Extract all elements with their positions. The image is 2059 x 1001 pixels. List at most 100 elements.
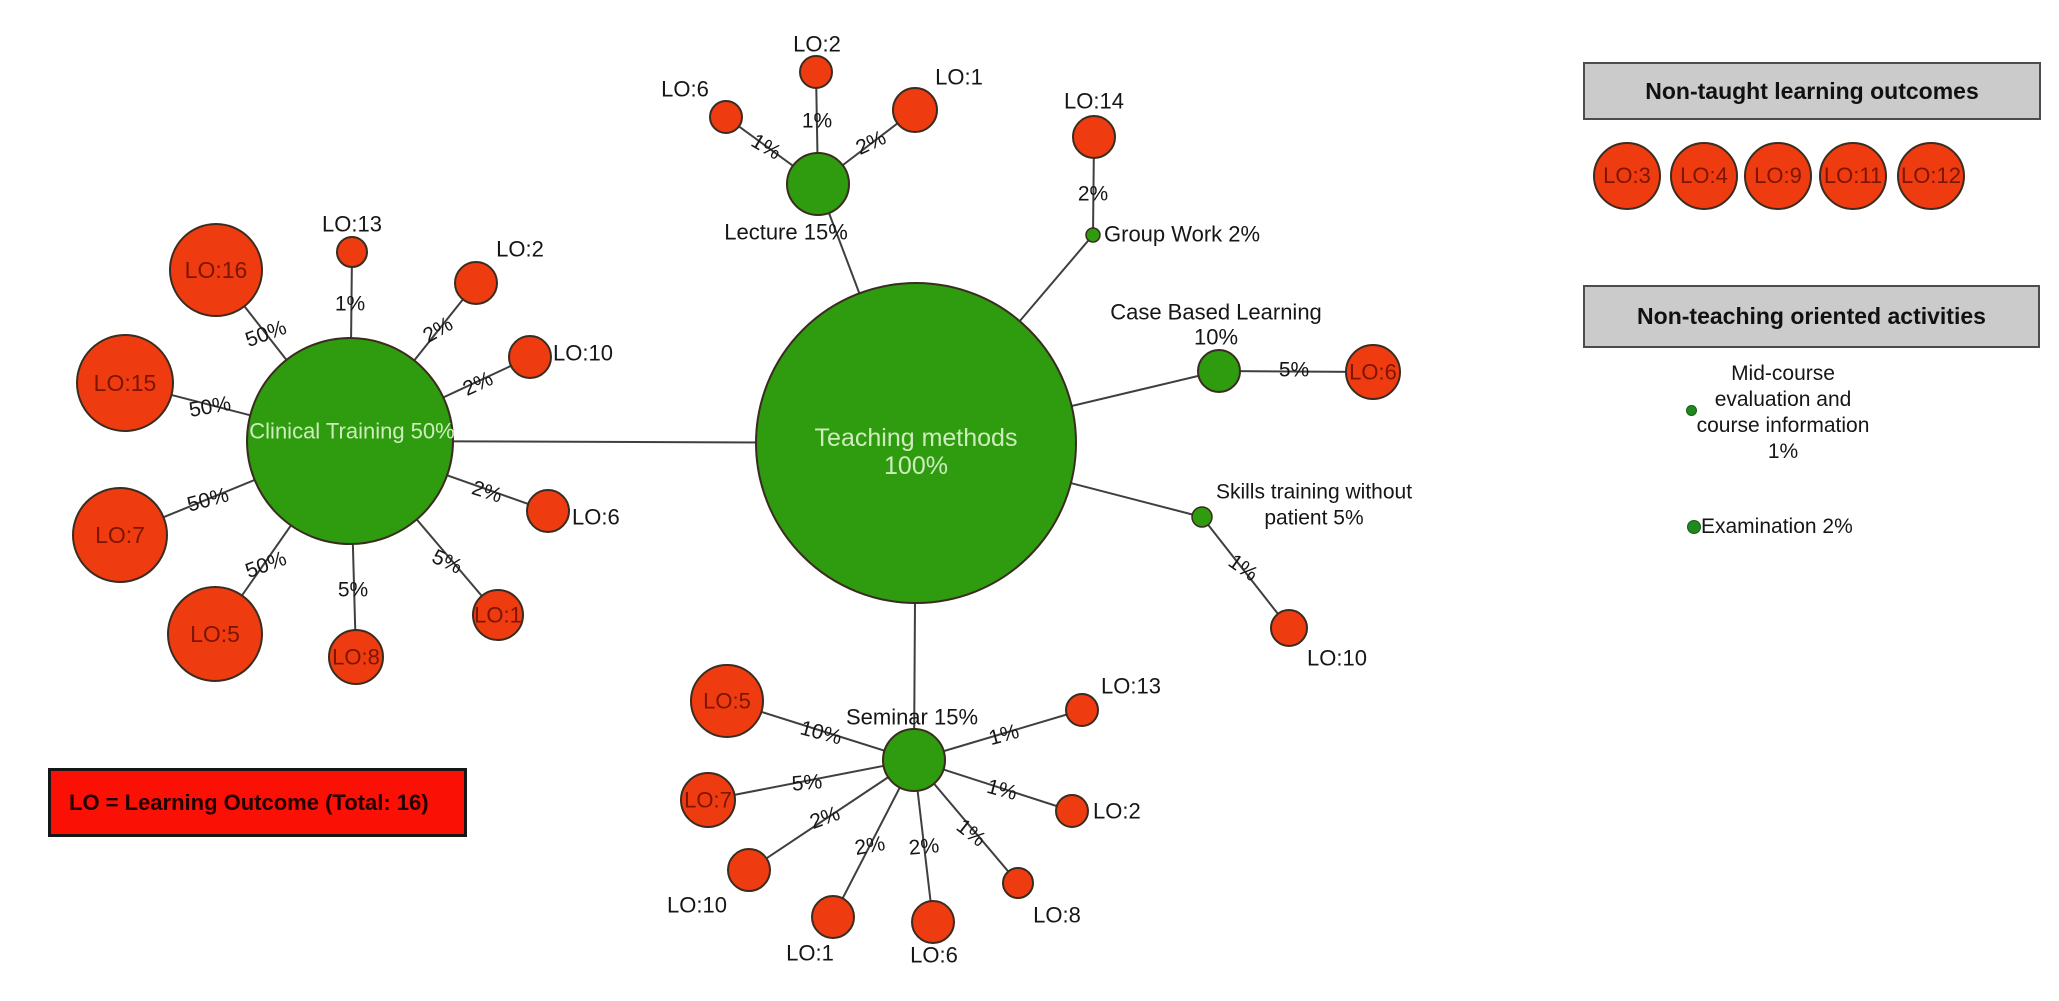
- label-sem-lo7: LO:7: [684, 788, 732, 813]
- node-clin-lo8: [328, 629, 384, 685]
- node-sem-lo13: [1065, 693, 1099, 727]
- edge-label-clin-lo7: 50%: [185, 483, 232, 516]
- label-sem-lo13: LO:13: [1101, 674, 1161, 699]
- label-clin-lo8: LO:8: [332, 645, 380, 670]
- node-skill-lo10: [1270, 609, 1308, 647]
- label-sem-lo10: LO:10: [667, 893, 727, 918]
- edge-label-clin-lo2: 2%: [419, 312, 457, 347]
- node-lect-lo6: [709, 100, 743, 134]
- edge-sem-lo10--seminar: [748, 759, 915, 871]
- label-lect-lo1: LO:1: [935, 65, 983, 90]
- non-taught-panel-title: Non-taught learning outcomes: [1645, 77, 1979, 104]
- node-clin-lo15: [76, 334, 174, 432]
- label-skill-lo10: LO:10: [1307, 646, 1367, 671]
- label-teaching-methods: Teaching methods: [815, 424, 1018, 452]
- examination-dot: [1687, 520, 1701, 534]
- label-lecture: Lecture 15%: [724, 220, 848, 245]
- node-sem-lo10: [727, 848, 771, 892]
- label-clin-lo7: LO:7: [95, 522, 145, 548]
- edge-sem-lo7--seminar: [707, 759, 915, 801]
- label-clin-lo15: LO:15: [94, 370, 157, 396]
- label-clin-lo10: LO:10: [553, 341, 613, 366]
- label-lect-lo6: LO:6: [661, 77, 709, 102]
- label-lect-lo2: LO:2: [793, 32, 841, 57]
- non-taught-lo-label: LO:11: [1823, 163, 1883, 188]
- label-sem-lo5: LO:5: [703, 689, 751, 714]
- non-taught-lo-label: LO:9: [1754, 163, 1802, 188]
- non-taught-lo-circle: LO:4: [1670, 142, 1738, 210]
- label-case-based-learning: 10%: [1194, 325, 1238, 350]
- node-sem-lo2: [1055, 794, 1089, 828]
- node-sem-lo1: [811, 895, 855, 939]
- non-taught-lo-label: LO:3: [1603, 163, 1651, 188]
- non-taught-panel-header: Non-taught learning outcomes: [1583, 62, 2041, 120]
- non-taught-lo-label: LO:4: [1680, 163, 1728, 188]
- edge-label-clin-lo1: 5%: [428, 545, 465, 579]
- label-sem-lo8: LO:8: [1033, 903, 1081, 928]
- label-clin-lo2: LO:2: [496, 237, 544, 262]
- non-taught-lo-circle: LO:9: [1744, 142, 1812, 210]
- label-clinical-training: Clinical Training 50%: [249, 419, 454, 444]
- label-skills-training: Skills training without: [1216, 481, 1412, 504]
- edge-label-case-lo6: 5%: [1279, 359, 1309, 382]
- edge-label-grp-lo14: 2%: [1078, 183, 1108, 206]
- edge-label-clin-lo6: 2%: [469, 476, 505, 507]
- edge-label-lect-lo2: 1%: [802, 110, 832, 133]
- mid-course-activity-label: Mid-course evaluation and course informa…: [1696, 362, 1870, 463]
- edge-label-sem-lo7: 5%: [791, 770, 823, 796]
- label-skills-training: patient 5%: [1264, 507, 1363, 530]
- edge-label-clin-lo8: 5%: [338, 579, 368, 602]
- node-clin-lo10: [508, 335, 552, 379]
- node-clin-lo1: [472, 589, 524, 641]
- edge-label-clin-lo16: 50%: [242, 316, 289, 352]
- node-sem-lo5: [690, 664, 764, 738]
- node-sem-lo7: [680, 772, 736, 828]
- edge-label-skill-lo10: 1%: [1224, 550, 1262, 586]
- node-clin-lo5: [167, 586, 263, 682]
- label-clin-lo1: LO:1: [474, 603, 522, 628]
- node-sem-lo8: [1002, 867, 1034, 899]
- examination-activity-label: Examination 2%: [1701, 515, 1853, 538]
- node-grp-lo14: [1072, 115, 1116, 159]
- edge-label-sem-lo6: 2%: [908, 834, 940, 860]
- edge-label-clin-lo15: 50%: [187, 392, 232, 422]
- legend-label: LO = Learning Outcome (Total: 16): [69, 789, 429, 815]
- non-taught-lo-label: LO:12: [1901, 163, 1961, 188]
- node-case-based-learning: [1197, 349, 1241, 393]
- edge-label-clin-lo13: 1%: [335, 293, 365, 316]
- node-clin-lo13: [336, 236, 368, 268]
- edge-label-lect-lo1: 2%: [852, 126, 889, 160]
- node-case-lo6: [1345, 344, 1401, 400]
- label-grp-lo14: LO:14: [1064, 89, 1124, 114]
- non-teaching-panel-title: Non-teaching oriented activities: [1637, 303, 1986, 329]
- node-skills-training: [1191, 506, 1213, 528]
- node-lect-lo2: [799, 55, 833, 89]
- node-clin-lo16: [169, 223, 263, 317]
- non-teaching-panel-header: Non-teaching oriented activities: [1583, 285, 2040, 348]
- legend-box: LO = Learning Outcome (Total: 16): [48, 768, 467, 837]
- edge-skill-lo10--skills-training: [1201, 516, 1290, 629]
- label-teaching-methods: 100%: [884, 452, 948, 480]
- node-clin-lo6: [526, 489, 570, 533]
- label-clin-lo6: LO:6: [572, 505, 620, 530]
- label-seminar: Seminar 15%: [846, 705, 978, 730]
- label-group-work: Group Work 2%: [1104, 222, 1260, 247]
- label-clin-lo5: LO:5: [190, 621, 240, 647]
- edge-label-clin-lo10: 2%: [459, 367, 496, 401]
- edge-label-sem-lo1: 2%: [853, 832, 887, 860]
- node-group-work: [1085, 227, 1101, 243]
- node-sem-lo6: [911, 900, 955, 944]
- label-case-based-learning: Case Based Learning: [1110, 300, 1322, 325]
- node-clinical-training: [246, 337, 454, 545]
- edge-label-sem-lo8: 1%: [952, 815, 990, 852]
- node-clin-lo2: [454, 261, 498, 305]
- label-sem-lo1: LO:1: [786, 941, 834, 966]
- label-clin-lo13: LO:13: [322, 212, 382, 237]
- node-lect-lo1: [892, 87, 938, 133]
- edge-label-lect-lo6: 1%: [747, 129, 785, 164]
- label-sem-lo2: LO:2: [1093, 799, 1141, 824]
- non-taught-lo-circle: LO:12: [1897, 142, 1965, 210]
- label-case-lo6: LO:6: [1349, 360, 1397, 385]
